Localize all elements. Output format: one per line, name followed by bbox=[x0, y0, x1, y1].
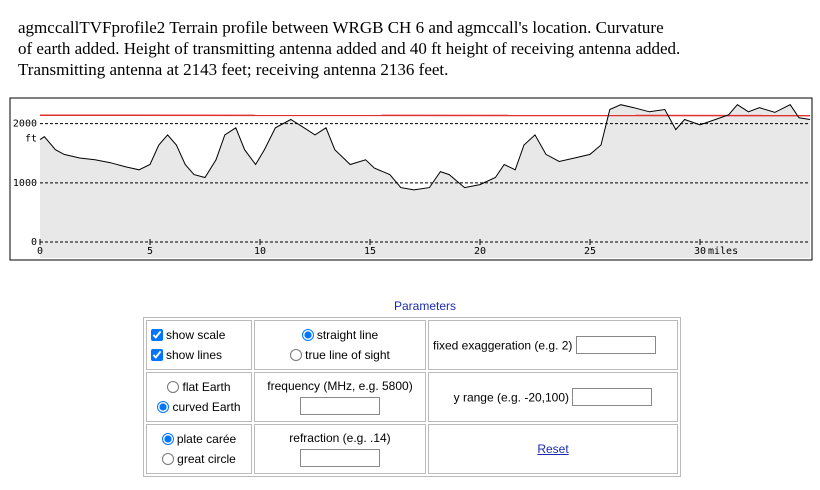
parameters-title: Parameters bbox=[393, 299, 457, 313]
x-tick-label: 10 bbox=[254, 246, 266, 257]
reset-link[interactable]: Reset bbox=[537, 442, 569, 456]
option[interactable]: straight line bbox=[259, 325, 421, 345]
radio[interactable] bbox=[167, 381, 180, 393]
cell: plate carée great circle bbox=[146, 424, 252, 474]
header-line: agmccallTVFprofile2 Terrain profile betw… bbox=[18, 18, 664, 37]
checkbox[interactable] bbox=[151, 329, 163, 341]
radio[interactable] bbox=[161, 433, 174, 445]
label: curved Earth bbox=[172, 400, 241, 414]
checkbox[interactable] bbox=[151, 349, 163, 361]
x-tick-label: 5 bbox=[147, 246, 153, 257]
text-input[interactable] bbox=[300, 397, 380, 415]
option[interactable]: show scale bbox=[151, 325, 247, 345]
option[interactable]: show lines bbox=[151, 345, 247, 365]
text-input[interactable] bbox=[575, 336, 656, 354]
text-input[interactable] bbox=[572, 388, 653, 406]
option[interactable]: flat Earth bbox=[151, 377, 247, 397]
cell: straight line true line of sight bbox=[254, 320, 426, 370]
x-tick-label: 15 bbox=[364, 246, 376, 257]
option[interactable]: curved Earth bbox=[151, 397, 247, 417]
x-tick-label: 25 bbox=[584, 246, 596, 257]
cell: Reset bbox=[428, 424, 678, 474]
cell: flat Earth curved Earth bbox=[146, 372, 252, 422]
radio[interactable] bbox=[162, 453, 175, 465]
label: y range (e.g. -20,100) bbox=[453, 390, 570, 405]
option[interactable]: true line of sight bbox=[259, 345, 421, 365]
header-line: Transmitting antenna at 2143 feet; recei… bbox=[18, 60, 449, 79]
text-input[interactable] bbox=[300, 449, 380, 467]
radio[interactable] bbox=[157, 401, 170, 413]
radio[interactable] bbox=[290, 349, 303, 361]
label: plate carée bbox=[176, 432, 237, 446]
label: show scale bbox=[166, 328, 226, 342]
cell: y range (e.g. -20,100) bbox=[428, 372, 678, 422]
y-axis-label: ft bbox=[25, 134, 37, 145]
label: flat Earth bbox=[182, 380, 231, 394]
x-tick-label: 20 bbox=[474, 246, 486, 257]
terrain-line bbox=[39, 104, 811, 191]
terrain-fill bbox=[40, 104, 810, 258]
y-tick-label: 2000 bbox=[13, 119, 37, 130]
terrain-chart: 0 1000 2000 ft 0 5 10 15 20 25 30 miles bbox=[9, 97, 813, 261]
x-tick-label: 30 bbox=[694, 246, 706, 257]
option[interactable]: plate carée bbox=[151, 429, 247, 449]
y-tick-label: 1000 bbox=[13, 178, 37, 189]
header-line: of earth added. Height of transmitting a… bbox=[18, 39, 681, 58]
y-tick-label: 0 bbox=[31, 237, 37, 248]
label: frequency (MHz, e.g. 5800) bbox=[267, 379, 413, 393]
option[interactable]: great circle bbox=[151, 449, 247, 469]
cell: refraction (e.g. .14) bbox=[254, 424, 426, 474]
cell: show scale show lines bbox=[146, 320, 252, 370]
label: true line of sight bbox=[305, 348, 390, 362]
cell: frequency (MHz, e.g. 5800) bbox=[254, 372, 426, 422]
header: agmccallTVFprofile2 Terrain profile betw… bbox=[18, 17, 680, 80]
label: fixed exaggeration (e.g. 2) bbox=[433, 338, 573, 353]
x-tick-label: 0 bbox=[37, 246, 43, 257]
label: refraction (e.g. .14) bbox=[289, 431, 391, 445]
cell: fixed exaggeration (e.g. 2) bbox=[428, 320, 678, 370]
label: great circle bbox=[177, 452, 236, 466]
radio[interactable] bbox=[301, 329, 314, 341]
x-axis-label: miles bbox=[708, 246, 738, 257]
parameters-table: show scale show lines straight line true… bbox=[143, 317, 681, 477]
label: straight line bbox=[316, 328, 379, 342]
label: show lines bbox=[166, 348, 223, 362]
